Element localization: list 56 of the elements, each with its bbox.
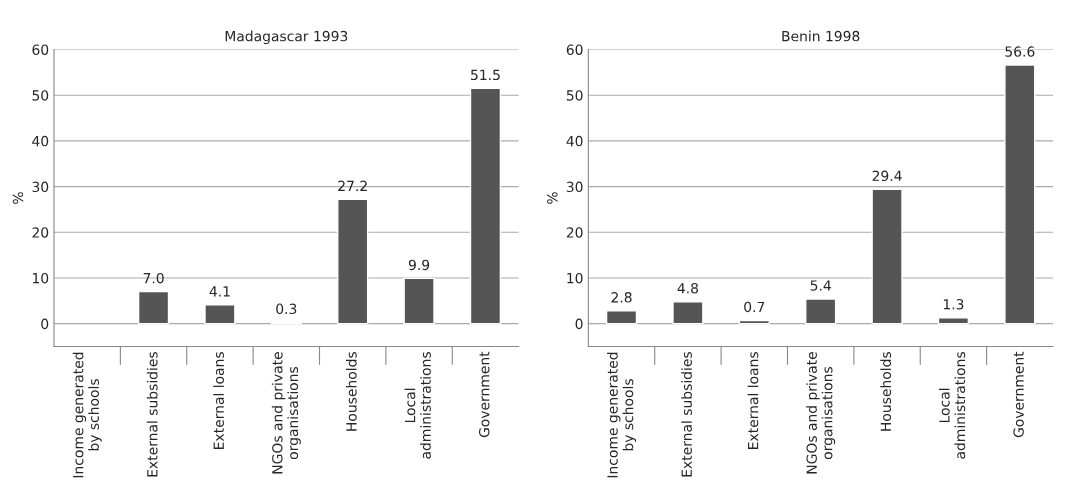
bar — [1004, 64, 1036, 325]
bar — [337, 198, 369, 325]
data-label: 51.5 — [471, 69, 500, 81]
bar — [605, 310, 638, 325]
data-label: 0.3 — [276, 303, 297, 315]
bar — [469, 87, 502, 325]
y-tick-label: 30 — [32, 181, 49, 193]
x-tick-label: Government — [1013, 351, 1024, 438]
x-tick-label: External loans — [747, 352, 759, 449]
bar — [805, 298, 837, 325]
y-tick-label: 60 — [566, 44, 583, 55]
x-tick-label: External loans — [213, 352, 224, 449]
bar — [937, 317, 970, 325]
bar — [871, 188, 903, 325]
x-tick-label: Income generated by schools — [607, 352, 637, 478]
x-tick-label: External subsidies — [146, 352, 158, 477]
x-tick-label: Income generated by schools — [72, 352, 102, 478]
y-tick-label: 20 — [566, 227, 583, 238]
data-label: 4.1 — [209, 286, 230, 297]
y-tick-label: 50 — [32, 90, 49, 101]
data-label: 1.3 — [943, 298, 964, 310]
y-tick-label: 30 — [566, 181, 583, 193]
y-tick-label: 0 — [41, 318, 49, 330]
y-tick-label: 20 — [32, 227, 49, 238]
x-tick-label: NGOs and private organisations — [806, 352, 836, 474]
data-label: 9.9 — [408, 259, 430, 271]
data-label: 29.4 — [872, 170, 902, 182]
y-tick-label: 40 — [566, 135, 583, 147]
data-label: 27.2 — [338, 180, 367, 191]
chart-title: Benin 1998 — [782, 30, 860, 42]
bar — [204, 304, 236, 325]
y-tick-label: 10 — [32, 272, 49, 284]
y-tick-label: 50 — [566, 90, 583, 101]
y-tick-label: 60 — [32, 44, 49, 55]
y-axis-title: % — [12, 192, 24, 204]
data-label: 4.8 — [677, 282, 699, 294]
y-axis-title: % — [547, 192, 558, 204]
x-tick-label: NGOs and private organisations — [271, 352, 301, 474]
x-tick-label: Local administrations — [404, 352, 431, 459]
x-tick-label: Households — [880, 352, 892, 431]
data-label: 2.8 — [611, 292, 632, 303]
chart-title: Madagascar 1993 — [225, 30, 348, 45]
y-tick-label: 40 — [32, 135, 49, 147]
data-label: 56.6 — [1005, 46, 1035, 57]
data-label: 7.0 — [143, 272, 164, 284]
x-tick-label: Local administrations — [938, 352, 966, 459]
bar — [137, 290, 170, 325]
data-label: 0.7 — [744, 301, 765, 313]
bar — [672, 301, 704, 325]
y-tick-label: 10 — [567, 272, 583, 284]
y-tick-label: 0 — [575, 318, 583, 330]
x-tick-label: External subsidies — [681, 352, 692, 477]
x-tick-label: Households — [345, 352, 357, 431]
bar — [403, 277, 435, 325]
data-label: 5.4 — [810, 280, 831, 291]
x-tick-label: Government — [478, 351, 490, 438]
